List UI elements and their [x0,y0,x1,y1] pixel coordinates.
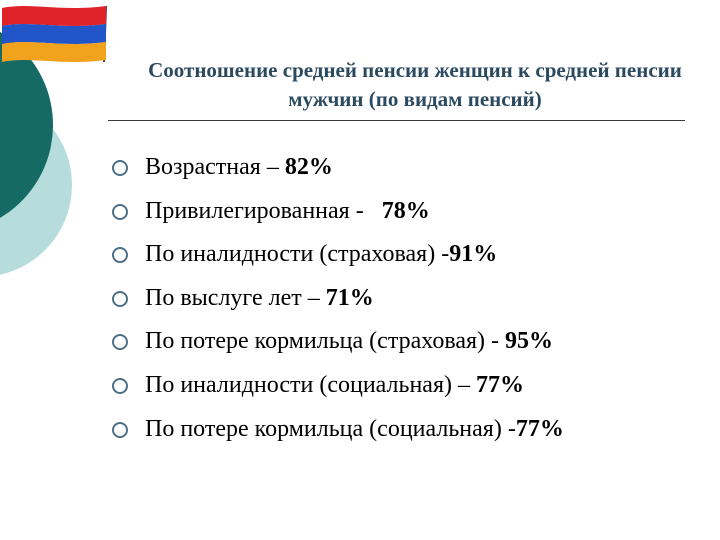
item-value: 95% [505,328,554,355]
circle-bullet-icon [112,377,128,394]
list-item: По потере кормильца (социальная) -77% [112,408,564,452]
item-value: 82% [284,154,333,180]
circle-bullet-icon [112,421,128,438]
item-value: 77% [515,415,564,442]
circle-bullet-icon [112,160,128,176]
item-value: 78% [381,197,430,224]
item-value: 77% [475,371,524,398]
item-label: По потере кормильца (социальная) - [145,415,516,442]
item-label: По иналидности (социальная) – [145,371,476,398]
item-label: Привилегированная - [145,197,382,224]
list-item: Привилегированная - 78% [112,190,564,234]
item-value: 91% [449,241,498,268]
armenian-flag-icon [2,5,107,63]
circle-bullet-icon [112,203,128,220]
pension-ratio-list: Возрастная – 82% Привилегированная - 78%… [112,146,564,451]
item-label: По выслуге лет – [145,284,326,311]
item-value: 71% [325,284,374,311]
circle-bullet-icon [112,247,128,264]
dark-teal-circle [0,32,53,218]
slide-title: Соотношение средней пенсии женщин к сред… [148,58,682,111]
item-label: По потере кормильца (страховая) - [145,328,506,355]
list-item: По потере кормильца (страховая) - 95% [112,320,564,364]
circle-bullet-icon [112,334,128,351]
list-item: Возрастная – 82% [112,146,564,190]
list-item: По иналидности (страховая) -91% [112,233,564,277]
item-label: По иналидности (страховая) - [145,241,450,268]
item-label: Возрастная – [145,154,285,180]
title-divider [108,120,685,121]
list-item: По выслуге лет – 71% [112,277,564,321]
list-item: По иналидности (социальная) – 77% [112,364,564,408]
circle-bullet-icon [112,290,128,307]
